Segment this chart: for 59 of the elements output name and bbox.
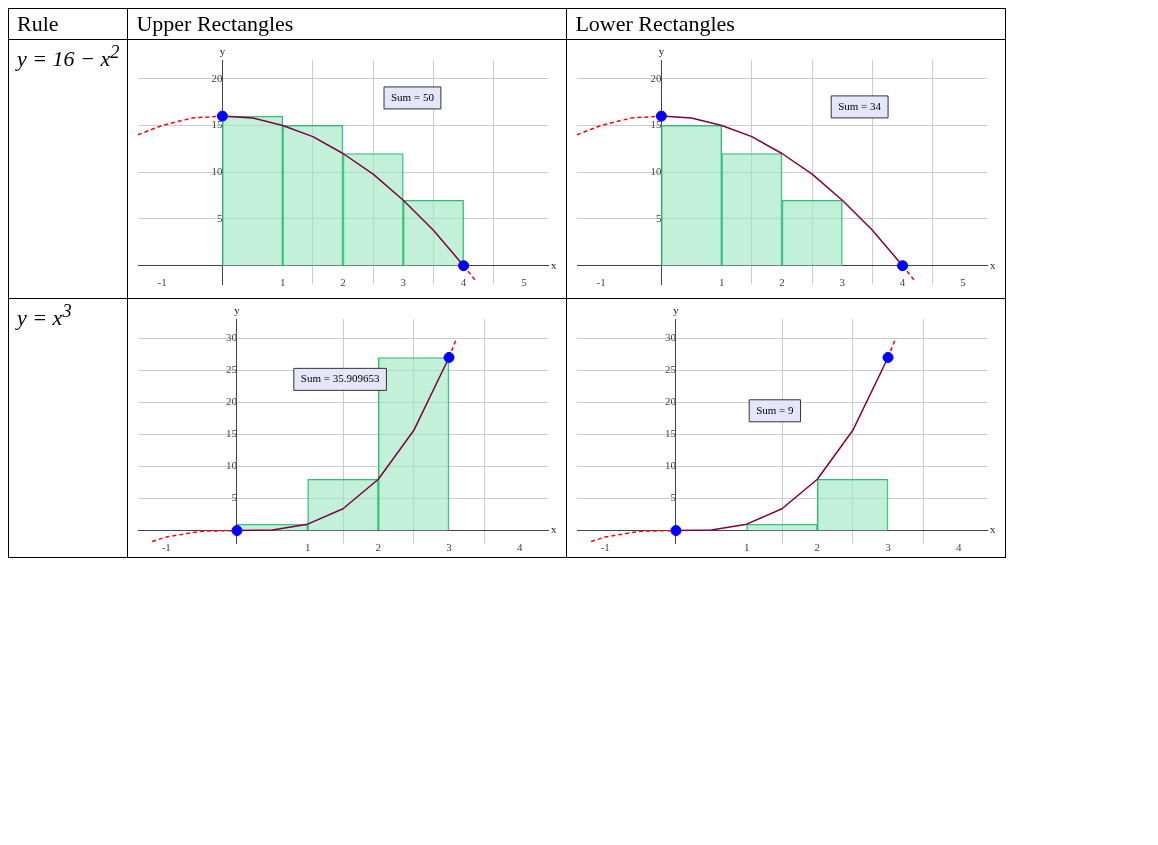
x-axis-title: x bbox=[990, 258, 997, 271]
text: Upper Rectangles bbox=[127, 8, 567, 40]
x-tick-label: 3 bbox=[400, 276, 407, 289]
annotation: Sum = 34 bbox=[838, 99, 882, 112]
y-tick-label: 15 bbox=[650, 118, 663, 131]
y-tick-label: 30 bbox=[226, 331, 238, 344]
x-tick-label: 5 bbox=[521, 276, 528, 289]
y-tick-label: 5 bbox=[670, 491, 677, 504]
x-tick-label: 3 bbox=[839, 276, 846, 289]
y-tick-label: 30 bbox=[665, 331, 677, 344]
y-tick-label: 20 bbox=[665, 395, 677, 408]
y-tick-label: 5 bbox=[656, 211, 663, 224]
y-tick-label: 20 bbox=[650, 71, 663, 84]
y-tick-label: 5 bbox=[217, 211, 224, 224]
y-tick-label: 10 bbox=[650, 165, 663, 178]
y-axis-title: y bbox=[234, 304, 241, 317]
x-tick-label: 2 bbox=[815, 541, 821, 554]
x-tick-label: 1 bbox=[280, 276, 286, 289]
x-tick-label: 4 bbox=[956, 541, 963, 554]
x-tick-label: -1 bbox=[162, 541, 172, 554]
text: Rule bbox=[8, 8, 128, 40]
x-axis-title: x bbox=[551, 523, 558, 536]
text: y = x$^{3}$ bbox=[8, 298, 128, 558]
y-tick-label: 10 bbox=[665, 459, 677, 472]
annotation: Sum = 50 bbox=[391, 90, 435, 103]
y-axis-title: y bbox=[659, 45, 666, 58]
x-tick-label: 2 bbox=[340, 276, 347, 289]
y-tick-label: 25 bbox=[665, 363, 677, 376]
y-tick-label: 25 bbox=[226, 363, 238, 376]
text: Lower Rectangles bbox=[566, 8, 1006, 40]
y-tick-label: 10 bbox=[211, 165, 224, 178]
x-tick-label: 3 bbox=[885, 541, 892, 554]
x-tick-label: 4 bbox=[517, 541, 524, 554]
x-tick-label: 1 bbox=[305, 541, 311, 554]
y-tick-label: 20 bbox=[226, 395, 238, 408]
y-tick-label: 15 bbox=[211, 118, 224, 131]
x-tick-label: -1 bbox=[601, 541, 611, 554]
annotation: Sum = 9 bbox=[756, 403, 795, 416]
x-tick-label: -1 bbox=[157, 276, 168, 289]
x-tick-label: 4 bbox=[461, 276, 468, 289]
y-axis-title: y bbox=[673, 304, 680, 317]
x-tick-label: -1 bbox=[596, 276, 607, 289]
y-tick-label: 10 bbox=[226, 459, 238, 472]
y-tick-label: 5 bbox=[231, 491, 238, 504]
annotation: Sum = 35.909653 bbox=[301, 372, 381, 385]
y-axis-title: y bbox=[220, 45, 227, 58]
y-tick-label: 15 bbox=[226, 427, 238, 440]
x-tick-label: 4 bbox=[900, 276, 907, 289]
x-tick-label: 1 bbox=[744, 541, 750, 554]
y-tick-label: 15 bbox=[665, 427, 677, 440]
x-axis-title: x bbox=[551, 258, 558, 271]
text: y = 16 − x$^{2}$ bbox=[8, 39, 128, 299]
x-tick-label: 2 bbox=[779, 276, 786, 289]
x-tick-label: 1 bbox=[719, 276, 725, 289]
y-tick-label: 20 bbox=[211, 71, 224, 84]
x-tick-label: 3 bbox=[446, 541, 453, 554]
x-tick-label: 5 bbox=[960, 276, 967, 289]
x-tick-label: 2 bbox=[376, 541, 382, 554]
x-axis-title: x bbox=[990, 523, 997, 536]
